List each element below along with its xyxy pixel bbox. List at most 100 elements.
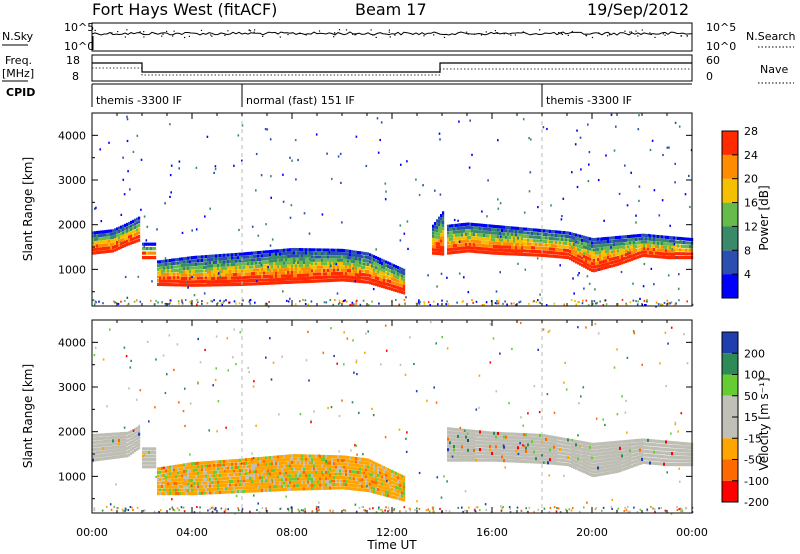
nsky-tick-bottom: 10^0	[64, 40, 94, 53]
power-ground-point	[92, 299, 95, 302]
velocity-cell	[263, 479, 266, 483]
velocity-cell	[447, 451, 450, 455]
power-ground-point	[371, 300, 373, 303]
power-cell	[469, 246, 472, 250]
power-cell	[215, 264, 218, 268]
velocity-cell	[295, 474, 298, 478]
velocity-cell	[92, 458, 95, 462]
power-cell	[345, 268, 348, 272]
velocity-cell	[351, 456, 354, 460]
power-cell	[339, 248, 342, 252]
power-cell	[217, 263, 220, 268]
velocity-cell	[335, 486, 338, 490]
power-cell	[347, 259, 350, 263]
power-scatter-point	[528, 190, 531, 193]
velocity-cell	[293, 464, 296, 468]
power-cell	[331, 252, 334, 256]
power-cell	[379, 280, 382, 284]
velocity-cell	[221, 460, 224, 464]
power-cell	[169, 269, 172, 273]
velocity-cell	[363, 464, 366, 468]
power-ground-point	[587, 304, 590, 307]
velocity-cell	[463, 448, 466, 452]
power-cell	[581, 256, 584, 260]
velocity-cell	[251, 464, 254, 468]
velocity-cell	[367, 485, 370, 489]
power-cell	[179, 276, 182, 281]
velocity-cell	[511, 442, 514, 446]
power-cell	[225, 266, 228, 270]
power-cell	[315, 265, 318, 269]
power-cell	[299, 273, 302, 277]
power-cell	[277, 281, 280, 285]
velocity-cell	[513, 449, 516, 453]
velocity-cell	[283, 474, 286, 478]
velocity-cell	[469, 448, 472, 452]
power-scatter-point	[418, 299, 420, 302]
power-cell	[459, 236, 462, 240]
power-scatter-point	[267, 266, 269, 269]
nsky-tick-top: 10^5	[64, 21, 94, 34]
power-cell	[403, 291, 406, 295]
power-cell	[211, 273, 214, 277]
velocity-cell	[453, 441, 456, 445]
velocity-cell	[457, 448, 460, 452]
power-cell	[345, 259, 348, 263]
power-scatter-point	[648, 233, 650, 237]
velocity-cell	[485, 455, 488, 459]
power-cell	[653, 248, 656, 252]
velocity-cell	[481, 441, 484, 445]
velocity-cell	[377, 463, 380, 467]
velocity-cell	[367, 468, 370, 472]
velocity-cell	[383, 472, 386, 477]
velocity-cell	[485, 434, 488, 438]
power-cell	[281, 281, 284, 285]
power-ground-point	[660, 303, 662, 306]
power-cell	[503, 229, 506, 233]
velocity-cell	[523, 439, 526, 443]
velocity-cell	[179, 492, 182, 496]
velocity-cell	[485, 458, 488, 462]
velocity-cell	[295, 477, 298, 481]
power-ground-point	[417, 301, 420, 304]
velocity-cell	[289, 474, 292, 478]
velocity-cell	[253, 460, 256, 464]
power-cell	[389, 283, 392, 287]
power-scatter-point	[655, 305, 657, 308]
power-scatter-point	[487, 179, 489, 182]
velocity-cell	[525, 443, 528, 447]
power-cell	[535, 235, 538, 239]
velocity-cell	[317, 464, 320, 468]
power-cell	[311, 272, 314, 276]
velocity-cell	[359, 474, 362, 478]
power-cell	[221, 257, 224, 261]
power-ground-point	[219, 299, 221, 302]
velocity-cell	[116, 435, 119, 439]
power-cell	[205, 276, 208, 280]
velocity-cell	[483, 430, 486, 434]
velocity-cell	[225, 487, 228, 491]
power-cell	[249, 265, 252, 269]
power-ground-point	[602, 303, 605, 306]
power-cell	[537, 253, 540, 257]
power-scatter-point	[674, 181, 676, 184]
power-cell	[647, 254, 650, 258]
power-cell	[440, 226, 443, 230]
velocity-cell	[114, 439, 117, 443]
velocity-cell	[353, 467, 356, 471]
velocity-cell	[237, 462, 240, 466]
power-cell	[661, 238, 664, 242]
velocity-cell	[331, 476, 334, 480]
velocity-cell	[331, 483, 334, 487]
power-cell	[469, 239, 472, 243]
power-cell	[559, 244, 562, 248]
power-scatter-point	[282, 290, 284, 293]
power-cell	[395, 275, 398, 279]
power-cell	[325, 268, 328, 273]
power-cell	[209, 254, 212, 258]
velocity-cell	[379, 471, 382, 475]
power-cell	[251, 251, 254, 255]
power-cell	[130, 220, 133, 224]
velocity-cell	[203, 474, 206, 478]
power-cell	[281, 261, 284, 265]
